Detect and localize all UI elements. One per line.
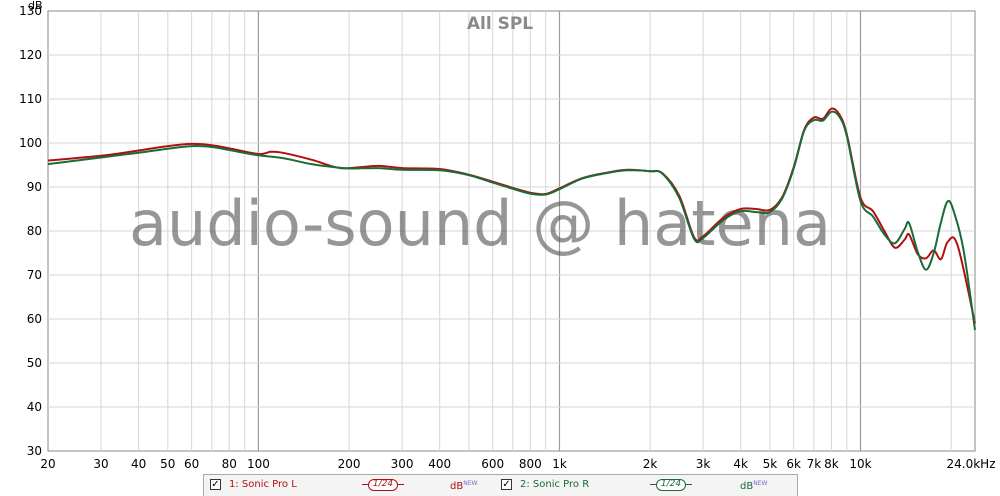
legend-item-sonic-pro-l[interactable]: ✓ 1: Sonic Pro L	[210, 479, 297, 490]
x-tick-label: 30	[93, 457, 108, 471]
smoothing-button-sonic-pro-r[interactable]: 1/24	[650, 479, 692, 491]
x-tick-label: 5k	[763, 457, 778, 471]
x-tick-label: 7k	[807, 457, 822, 471]
y-tick-label: 50	[27, 356, 42, 370]
y-axis-label: dB	[28, 0, 43, 12]
x-tick-label: 300	[391, 457, 414, 471]
legend-item-sonic-pro-r[interactable]: ✓ 2: Sonic Pro R	[501, 479, 589, 490]
legend-bar: ✓ 1: Sonic Pro L 1/24 dBNEW ✓ 2: Sonic P…	[203, 474, 798, 496]
checkbox-sonic-pro-r[interactable]: ✓	[501, 479, 512, 490]
y-tick-label: 70	[27, 268, 42, 282]
x-tick-label: 2k	[643, 457, 658, 471]
x-tick-label: 50	[160, 457, 175, 471]
watermark-text: audio-sound @ hatena	[129, 187, 831, 260]
x-tick-label: 8k	[824, 457, 839, 471]
x-axis-tick-labels: 20 30 40 50 60 80 100 200 300 400 600 800 1k 2k 3k 4k 5k…	[40, 457, 995, 471]
legend-label-sonic-pro-r: 2: Sonic Pro R	[520, 479, 590, 490]
y-tick-label: 30	[27, 444, 42, 458]
unit-selector-sonic-pro-r[interactable]: dBNEW	[740, 480, 767, 492]
x-tick-label: 100	[247, 457, 270, 471]
new-badge-sonic-pro-l: NEW	[463, 480, 478, 487]
legend-label-sonic-pro-l: 1: Sonic Pro L	[229, 479, 297, 490]
y-tick-label: 40	[27, 400, 42, 414]
y-tick-label: 130	[19, 4, 42, 18]
unit-selector-sonic-pro-l[interactable]: dBNEW	[450, 480, 477, 492]
x-tick-label: 4k	[733, 457, 748, 471]
chart-title: All SPL	[467, 14, 533, 34]
x-tick-label: 400	[428, 457, 451, 471]
x-tick-label: 600	[481, 457, 504, 471]
y-tick-label: 120	[19, 48, 42, 62]
series-line-sonic-pro-r	[47, 110, 976, 331]
y-tick-label: 80	[27, 224, 42, 238]
series-lines	[47, 107, 976, 331]
x-tick-label: 800	[519, 457, 542, 471]
y-axis-tick-labels: 30 40 50 60 70 80 90 100 110 120 130	[19, 4, 42, 458]
x-tick-label: 10k	[849, 457, 871, 471]
x-tick-label: 20	[40, 457, 55, 471]
x-tick-label: 3k	[696, 457, 711, 471]
new-badge-sonic-pro-r: NEW	[753, 480, 768, 487]
x-tick-label: 200	[338, 457, 361, 471]
unit-label-sonic-pro-l: dB	[450, 481, 464, 492]
grid-lines	[48, 11, 975, 451]
y-tick-label: 60	[27, 312, 42, 326]
y-tick-label: 110	[19, 92, 42, 106]
x-tick-label: 6k	[786, 457, 801, 471]
unit-label-sonic-pro-r: dB	[740, 481, 754, 492]
x-tick-label: 1k	[552, 457, 567, 471]
x-tick-label: 40	[131, 457, 146, 471]
x-tick-label: 60	[184, 457, 199, 471]
y-tick-label: 90	[27, 180, 42, 194]
checkbox-sonic-pro-l[interactable]: ✓	[210, 479, 221, 490]
smoothing-button-sonic-pro-l[interactable]: 1/24	[362, 479, 404, 491]
x-tick-label: 24.0kHz	[947, 457, 996, 471]
x-tick-label: 80	[222, 457, 237, 471]
y-tick-label: 100	[19, 136, 42, 150]
